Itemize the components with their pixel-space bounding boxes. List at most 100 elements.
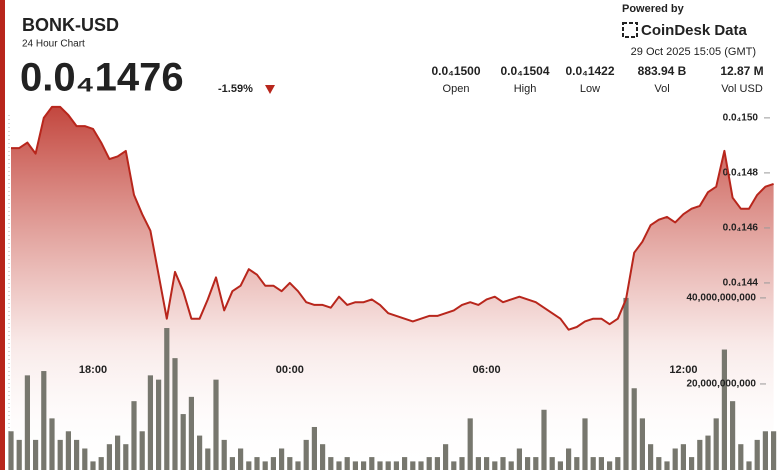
volume-bar — [705, 435, 711, 470]
stat-value: 883.94 B — [638, 64, 687, 78]
stat-value: 0.0₄1422 — [565, 64, 614, 78]
volume-bar — [492, 461, 498, 470]
volume-bar — [590, 457, 596, 470]
stat-label: Vol USD — [721, 83, 763, 95]
volume-bar — [33, 439, 39, 470]
volume-bar — [369, 457, 375, 470]
volume-bar — [426, 457, 432, 470]
y-tick-label: 0.0₄144 — [723, 278, 759, 289]
volume-bar — [279, 448, 285, 470]
volume-bar — [262, 461, 268, 470]
volume-bar — [106, 444, 112, 470]
volume-bar — [303, 439, 309, 470]
stat-label: Open — [443, 83, 470, 95]
volume-bar — [8, 431, 14, 470]
volume-bar — [689, 457, 695, 470]
chart-title: BONK-USD — [22, 15, 119, 35]
stats: 0.0₄1500 Open 0.0₄1504 High 0.0₄1422 Low 883.9… — [431, 64, 763, 95]
volume-bar — [475, 457, 481, 470]
volume-bar — [541, 409, 547, 470]
volume-bar — [697, 439, 703, 470]
stat-label: Vol — [654, 83, 669, 95]
volume-bar — [746, 461, 752, 470]
volume-bar — [320, 444, 326, 470]
volume-bar — [615, 457, 621, 470]
volume-bar — [393, 461, 399, 470]
volume-bar — [90, 461, 96, 470]
y-tick-label: 0.0₄150 — [723, 113, 759, 124]
volume-bar — [115, 435, 121, 470]
volume-bar — [680, 444, 686, 470]
volume-bar — [598, 457, 604, 470]
volume-bar — [98, 457, 104, 470]
volume-bar — [344, 457, 350, 470]
y2-tick-label: 20,000,000,000 — [686, 379, 756, 390]
volume-bar — [49, 418, 55, 470]
volume-bar — [484, 457, 490, 470]
volume-bar — [533, 457, 539, 470]
volume-bar — [287, 457, 293, 470]
volume-bar — [172, 358, 178, 470]
x-tick-label: 12:00 — [669, 364, 697, 376]
volume-bar — [57, 439, 63, 470]
volume-bar — [623, 297, 629, 470]
price-area — [11, 106, 774, 470]
volume-bar — [180, 414, 186, 470]
stat-label: Low — [580, 83, 600, 95]
price-line — [11, 105, 774, 331]
plot: 0.0₄150 0.0₄148 0.0₄146 0.0₄144 40,000,000,0… — [8, 105, 777, 470]
volume-bar — [713, 418, 719, 470]
volume-bar — [295, 461, 301, 470]
volume-bar — [656, 457, 662, 470]
volume-bar — [443, 444, 449, 470]
volume-bar — [221, 439, 227, 470]
volume-bar — [74, 439, 80, 470]
volume-bar — [188, 396, 194, 470]
x-tick-label: 06:00 — [473, 364, 501, 376]
current-price: 0.0₄1476 — [20, 56, 184, 100]
volume-bar — [574, 457, 580, 470]
volume-bar — [377, 461, 383, 470]
volume-bar — [582, 418, 588, 470]
volume-bar — [123, 444, 129, 470]
down-arrow — [265, 85, 275, 94]
volume-bar — [41, 371, 47, 470]
volume-bar — [402, 457, 408, 470]
volume-bar — [607, 461, 613, 470]
volume-bar — [361, 461, 367, 470]
x-tick-label: 18:00 — [79, 364, 107, 376]
volume-bar — [156, 379, 162, 470]
volume-bar — [410, 461, 416, 470]
volume-bar — [65, 431, 71, 470]
volume-bar — [229, 457, 235, 470]
volume-bar — [16, 439, 22, 470]
volume-bar — [328, 457, 334, 470]
volume-bar — [762, 431, 768, 470]
volume-bar — [213, 379, 219, 470]
volume-bar — [639, 418, 645, 470]
timestamp: 29 Oct 2025 15:05 (GMT) — [631, 46, 756, 58]
y-tick-label: 0.0₄146 — [723, 223, 759, 234]
x-tick-label: 00:00 — [276, 364, 304, 376]
volume-bar — [238, 448, 244, 470]
volume-bar — [139, 431, 145, 470]
volume-bar — [754, 439, 760, 470]
brand-logo — [622, 22, 638, 38]
volume-bar — [434, 457, 440, 470]
volume-bar — [451, 461, 457, 470]
volume-bar — [131, 401, 137, 470]
volume-bar — [467, 418, 473, 470]
volume-bar — [508, 461, 514, 470]
volume-bar — [516, 448, 522, 470]
volume-bar — [549, 457, 555, 470]
volume-bar — [82, 448, 88, 470]
volume-bar — [771, 431, 777, 470]
volume-bar — [311, 426, 317, 470]
volume-bar — [664, 461, 670, 470]
y-tick-label: 0.0₄148 — [723, 168, 759, 179]
volume-bar — [672, 448, 678, 470]
volume-bar — [738, 444, 744, 470]
chart-subtitle: 24 Hour Chart — [22, 39, 85, 50]
volume-bar — [254, 457, 260, 470]
volume-bar — [500, 457, 506, 470]
